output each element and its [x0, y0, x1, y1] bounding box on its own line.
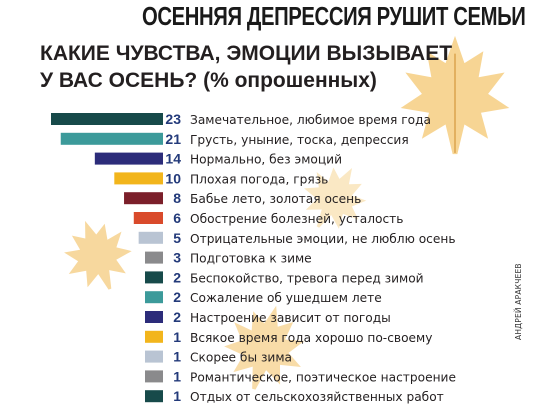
- bar-value-label: 21: [165, 131, 181, 147]
- bar-value-label: 5: [173, 230, 181, 246]
- category-label: Романтическое, поэтическое настроение: [190, 370, 456, 384]
- category-label: Бабье лето, золотая осень: [190, 192, 361, 206]
- bar-value-label: 1: [173, 349, 181, 365]
- category-label: Отдых от сельскохозяйственных работ: [190, 390, 444, 404]
- bar: [51, 113, 163, 125]
- category-label: Настроение зависит от погоды: [190, 311, 391, 325]
- bar-value-label: 1: [173, 388, 181, 404]
- bar: [138, 231, 163, 244]
- category-label: Подготовка к зиме: [190, 252, 312, 266]
- bar: [145, 390, 163, 403]
- bar-value-label: 3: [173, 250, 181, 266]
- bar-value-label: 10: [165, 170, 181, 186]
- category-label: Отрицательные эмоции, не люблю осень: [190, 232, 456, 246]
- bar-value-label: 2: [173, 269, 181, 285]
- bar-value-label: 2: [173, 289, 181, 305]
- bar-value-label: 6: [173, 210, 181, 226]
- maple-leaf-icon: [64, 220, 132, 290]
- category-label: Сожаление об ушедшем лете: [190, 291, 382, 305]
- bar-value-label: 1: [173, 368, 181, 384]
- category-label: Обострение болезней, усталость: [190, 212, 403, 226]
- bar: [145, 271, 163, 284]
- bar-value-label: 8: [173, 190, 181, 206]
- bar-value-label: 14: [165, 151, 181, 167]
- bar: [145, 251, 163, 264]
- category-label: Плохая погода, грязь: [190, 172, 328, 186]
- category-label: Скорее бы зима: [190, 351, 292, 365]
- chart-title: КАКИЕ ЧУВСТВА, ЭМОЦИИ ВЫЗЫВАЕТ У ВАС ОСЕ…: [40, 42, 453, 92]
- bar: [133, 212, 163, 224]
- bar: [94, 152, 163, 165]
- photo-credit: АНДРЕЙ АРАКЧЕЕВ: [514, 263, 523, 340]
- bar: [145, 330, 163, 343]
- category-label: Всякое время года хорошо по-своему: [190, 331, 432, 345]
- bar-value-label: 1: [173, 329, 181, 345]
- maple-leaf-icon: [224, 305, 305, 390]
- bar: [60, 132, 163, 145]
- maple-leaf-icon: [304, 167, 367, 229]
- bar: [145, 350, 163, 363]
- maple-leaf-icon: [400, 35, 510, 155]
- category-label: Замечательное, любимое время года: [190, 113, 431, 127]
- bar: [124, 192, 163, 205]
- bar: [145, 311, 163, 323]
- bar-value-label: 23: [165, 111, 181, 127]
- bar: [114, 172, 163, 185]
- category-label: Беспокойство, тревога перед зимой: [190, 271, 424, 285]
- bar-value-label: 2: [173, 309, 181, 325]
- category-label: Нормально, без эмоций: [190, 153, 342, 167]
- bar: [145, 291, 163, 304]
- category-label: Грусть, уныние, тоска, депрессия: [190, 133, 409, 147]
- bar: [145, 370, 163, 383]
